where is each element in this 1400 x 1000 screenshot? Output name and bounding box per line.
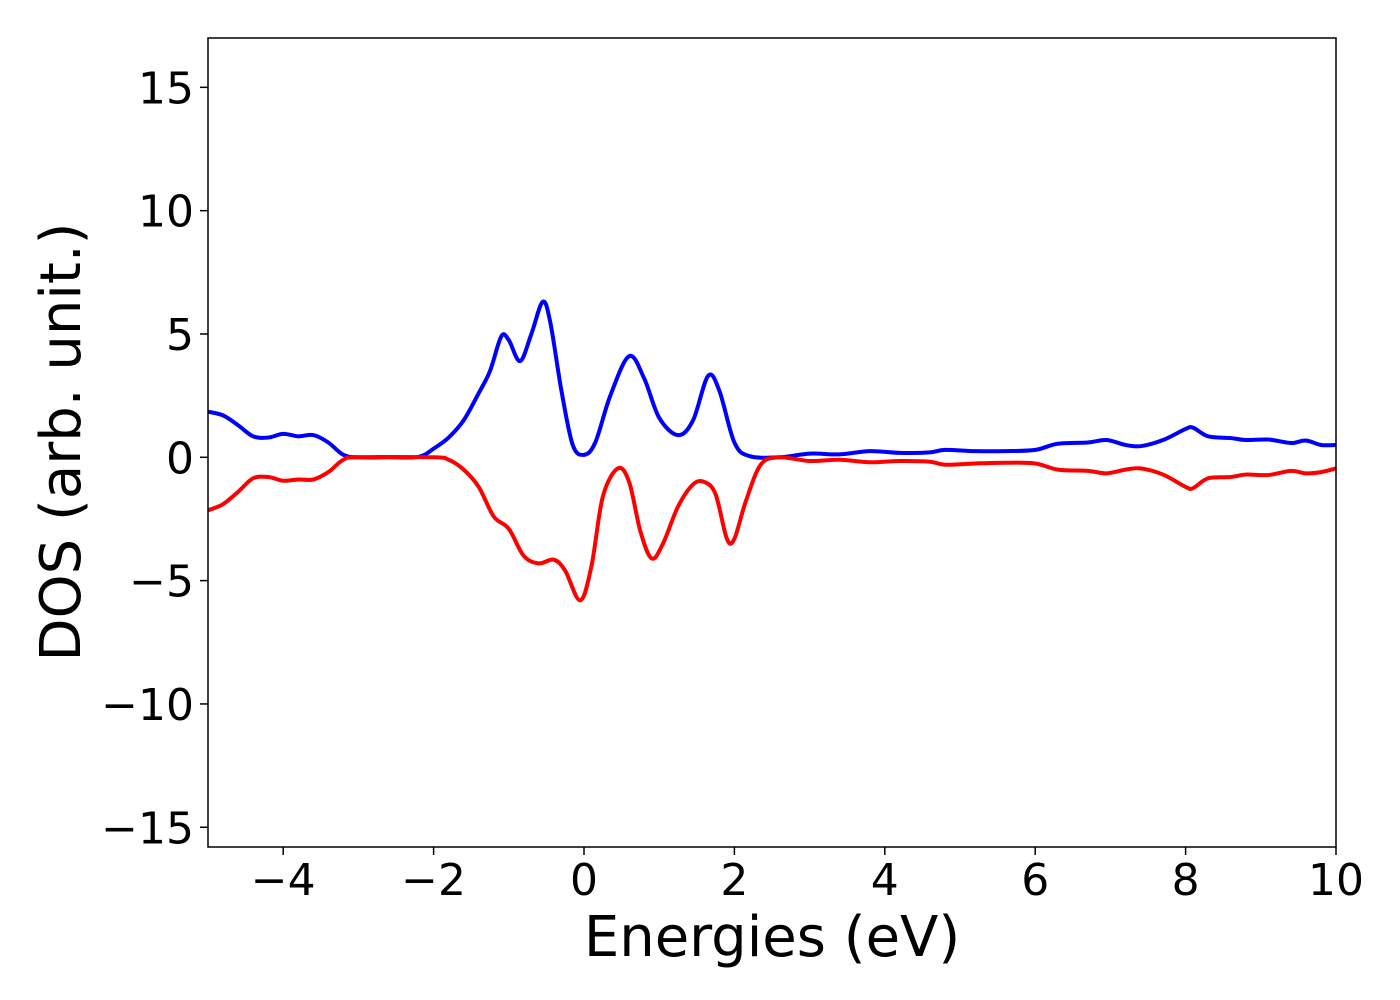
x-tick-label: 8 [1172,855,1200,906]
x-axis-label: Energies (eV) [584,905,960,970]
y-tick-label: −5 [129,557,194,608]
x-axis-ticks: −4 −2 0 2 4 6 8 10 [251,847,1364,906]
x-tick-label: 4 [871,855,899,906]
x-tick-label: −4 [251,855,316,906]
plot-frame [207,37,1337,848]
y-tick-label: −15 [101,803,194,854]
series-layer [207,299,1337,603]
series-line-0 [207,299,1337,460]
series-line-1 [207,454,1337,603]
y-tick-label: 10 [138,187,194,238]
y-tick-label: 0 [166,433,194,484]
x-tick-label: 0 [570,855,598,906]
x-tick-label: 2 [720,855,748,906]
x-tick-label: 6 [1021,855,1049,906]
x-tick-label: −2 [401,855,466,906]
x-tick-label: 10 [1308,855,1364,906]
y-tick-label: −10 [101,680,194,731]
y-tick-label: 5 [166,310,194,361]
y-tick-label: 15 [138,63,194,114]
y-axis-label: DOS (arb. unit.) [29,222,94,661]
y-axis-ticks: 15 10 5 0 −5 −10 −15 [101,63,208,854]
